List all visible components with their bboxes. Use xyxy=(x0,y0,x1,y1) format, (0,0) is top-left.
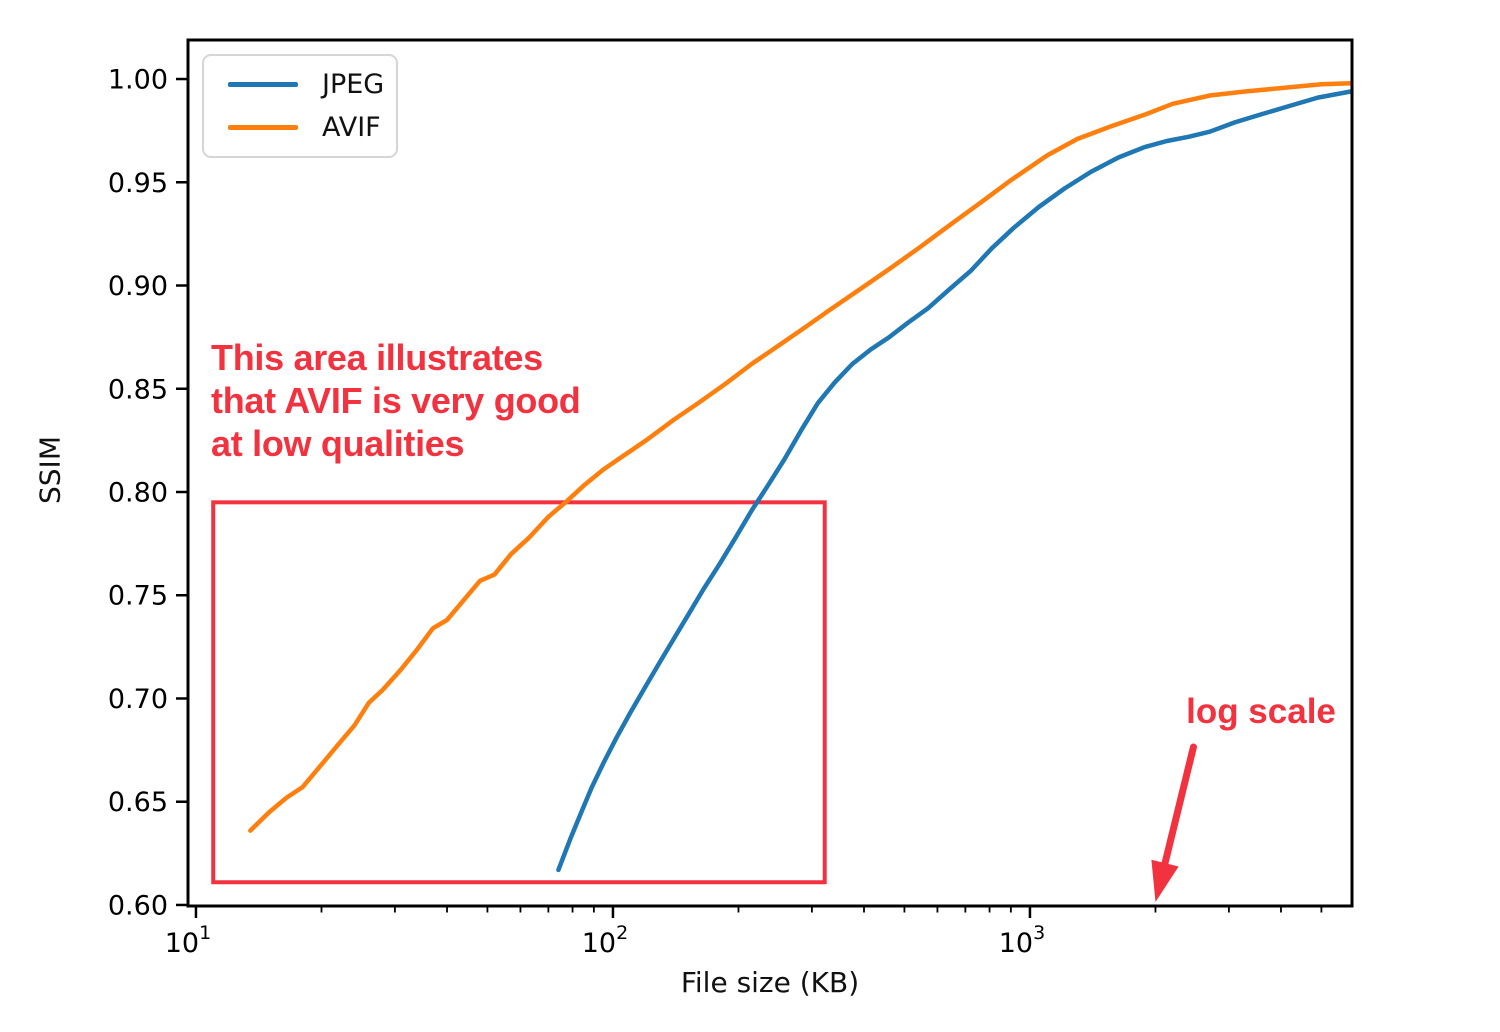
arrow-head xyxy=(1151,859,1179,902)
log-scale-label: log scale xyxy=(1186,692,1336,731)
y-tick-label: 0.70 xyxy=(108,684,168,715)
legend-item-avif: AVIF xyxy=(204,114,396,141)
annotation-note-line2: that AVIF is very good xyxy=(211,380,581,421)
y-tick-label: 0.85 xyxy=(108,374,168,405)
avif-curve xyxy=(248,80,1354,833)
jpeg-curve xyxy=(556,89,1354,873)
x-tick-label: 102 xyxy=(582,922,628,959)
plot-frame xyxy=(186,38,1354,908)
x-tick-label: 101 xyxy=(165,922,211,959)
x-axis-title: File size (KB) xyxy=(680,966,860,999)
y-tick-label: 0.80 xyxy=(108,477,168,508)
y-tick-label: 0.65 xyxy=(108,787,168,818)
y-tick-label: 0.95 xyxy=(108,168,168,199)
y-tick-label: 0.90 xyxy=(108,271,168,302)
annotation-note-line3: at low qualities xyxy=(211,423,465,464)
y-tick-label: 0.60 xyxy=(108,890,168,921)
x-tick-label: 103 xyxy=(999,922,1045,959)
annotation-note-line1: This area illustrates xyxy=(211,337,543,378)
jpeg-line-swatch xyxy=(228,82,298,88)
legend-label-avif: AVIF xyxy=(322,111,381,143)
y-axis-title: SSIM xyxy=(33,436,67,504)
y-tick-label: 0.75 xyxy=(108,581,168,612)
highlight-box xyxy=(211,500,827,885)
legend: JPEG AVIF xyxy=(202,54,398,158)
arrow-shaft xyxy=(1161,743,1197,867)
legend-label-jpeg: JPEG xyxy=(322,69,385,101)
avif-line-swatch xyxy=(228,124,298,130)
y-tick-label: 1.00 xyxy=(108,65,168,96)
annotation-note: This area illustrates that AVIF is very … xyxy=(211,336,581,465)
legend-item-jpeg: JPEG xyxy=(204,71,396,98)
